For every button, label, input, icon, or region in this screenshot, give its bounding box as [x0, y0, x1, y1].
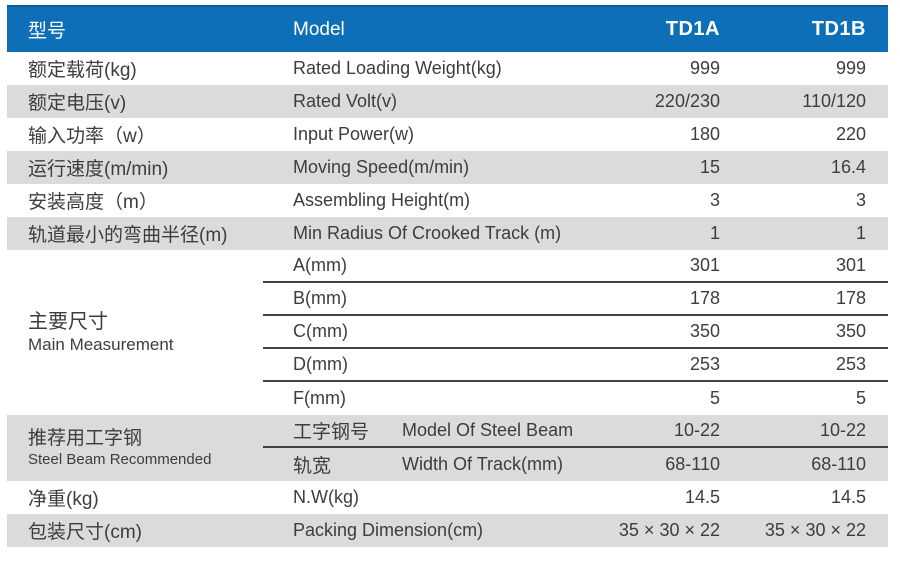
row-label-zh: 输入功率（w） [28, 126, 156, 147]
row-value-td1b: 220 [835, 124, 866, 144]
steel-beam-model-row: 工字钢号 Model Of Steel Beam 10-22 10-22 [263, 415, 888, 448]
row-value-td1a: 999 [689, 58, 720, 78]
section-label-zh: 推荐用工字钢 [28, 428, 143, 449]
steel-beam-rows: 工字钢号 Model Of Steel Beam 10-22 10-22 轨宽 … [263, 415, 888, 481]
measurement-rows: A(mm) 301 301 B(mm) 178 178 C(mm) 350 35… [263, 250, 888, 415]
label-en: Width Of Track(mm) [402, 454, 563, 474]
row-label-en: Rated Volt(v) [293, 91, 398, 111]
dimension-label: B(mm) [293, 288, 347, 308]
section-label-steel-beam: 推荐用工字钢 Steel Beam Recommended [7, 415, 263, 481]
row-value-td1b: 301 [835, 255, 866, 275]
measurement-row-a: A(mm) 301 301 [263, 250, 888, 283]
section-label-en: Steel Beam Recommended [28, 451, 212, 468]
row-value-td1a: 10-22 [673, 420, 720, 440]
header-model-td1b: TD1B [811, 18, 866, 40]
row-value-td1b: 68-110 [811, 454, 866, 474]
row-value-td1b: 178 [835, 288, 866, 308]
spec-row-packing-dimension: 包装尺寸(cm) Packing Dimension(cm) 35 × 30 ×… [7, 514, 888, 547]
row-value-td1b: 14.5 [830, 487, 866, 507]
spec-row-moving-speed: 运行速度(m/min) Moving Speed(m/min) 15 16.4 [7, 151, 888, 184]
section-label-zh: 主要尺寸 [28, 311, 108, 333]
section-label-en: Main Measurement [28, 335, 174, 354]
row-value-td1a: 1 [709, 223, 720, 243]
row-value-td1a: 301 [689, 255, 720, 275]
label-zh: 轨宽 [293, 456, 332, 477]
steel-beam-section: 推荐用工字钢 Steel Beam Recommended 工字钢号 Model… [7, 415, 888, 481]
row-value-td1b: 253 [835, 354, 866, 374]
row-label-en: Assembling Height(m) [293, 190, 471, 210]
measurement-row-b: B(mm) 178 178 [263, 283, 888, 316]
row-value-td1a: 220/230 [654, 91, 720, 111]
row-label-zh: 额定载荷(kg) [28, 60, 137, 81]
spec-row-input-power: 输入功率（w） Input Power(w) 180 220 [7, 118, 888, 151]
row-label-zh: 净重(kg) [28, 489, 99, 510]
row-value-td1a: 253 [689, 354, 720, 374]
track-width-row: 轨宽 Width Of Track(mm) 68-110 68-110 [263, 448, 888, 481]
spec-row-min-radius: 轨道最小的弯曲半径(m) Min Radius Of Crooked Track… [7, 217, 888, 250]
row-value-td1a: 5 [709, 388, 720, 408]
row-value-td1b: 1 [855, 223, 866, 243]
row-label-zh: 运行速度(m/min) [28, 159, 169, 180]
header-label-en: Model [293, 18, 345, 40]
dimension-label: F(mm) [293, 388, 346, 408]
row-value-td1b: 999 [835, 58, 866, 78]
header-label-zh: 型号 [28, 21, 67, 42]
spec-row-rated-loading-weight: 额定载荷(kg) Rated Loading Weight(kg) 999 99… [7, 52, 888, 85]
row-label-en: Rated Loading Weight(kg) [293, 58, 502, 78]
row-label-en: N.W(kg) [293, 487, 359, 507]
measurement-row-d: D(mm) 253 253 [263, 349, 888, 382]
spec-row-assembling-height: 安装高度（m） Assembling Height(m) 3 3 [7, 184, 888, 217]
spec-row-net-weight: 净重(kg) N.W(kg) 14.5 14.5 [7, 481, 888, 514]
row-value-td1a: 350 [689, 321, 720, 341]
row-label-en: Packing Dimension(cm) [293, 520, 484, 540]
row-label-en: Min Radius Of Crooked Track (m) [293, 223, 562, 243]
spec-row-rated-volt: 额定电压(v) Rated Volt(v) 220/230 110/120 [7, 85, 888, 118]
row-label-zh: 安装高度（m） [28, 192, 158, 213]
row-value-td1b: 10-22 [819, 420, 866, 440]
steel-beam-model-label: 工字钢号 Model Of Steel Beam [263, 417, 602, 444]
dimension-label: D(mm) [293, 354, 348, 374]
row-value-td1b: 110/120 [802, 91, 866, 111]
row-label-zh: 轨道最小的弯曲半径(m) [28, 225, 228, 246]
section-label-main-measurement: 主要尺寸 Main Measurement [7, 250, 263, 415]
dimension-label: A(mm) [293, 255, 347, 275]
row-value-td1b: 350 [835, 321, 866, 341]
row-value-td1a: 178 [689, 288, 720, 308]
header-model-td1a: TD1A [665, 18, 720, 40]
row-value-td1a: 15 [699, 157, 720, 177]
row-value-td1a: 14.5 [684, 487, 720, 507]
label-en: Model Of Steel Beam [402, 420, 574, 440]
row-value-td1a: 3 [709, 190, 720, 210]
row-value-td1a: 35 × 30 × 22 [618, 520, 720, 540]
row-label-en: Moving Speed(m/min) [293, 157, 470, 177]
measurement-row-c: C(mm) 350 350 [263, 316, 888, 349]
row-label-zh: 额定电压(v) [28, 93, 127, 114]
row-value-td1b: 5 [855, 388, 866, 408]
main-measurement-section: 主要尺寸 Main Measurement A(mm) 301 301 B(mm… [7, 250, 888, 415]
track-width-label: 轨宽 Width Of Track(mm) [263, 451, 602, 478]
label-zh: 工字钢号 [293, 422, 370, 443]
table-header-row: 型号 Model TD1A TD1B [7, 5, 888, 52]
dimension-label: C(mm) [293, 321, 348, 341]
row-value-td1a: 180 [689, 124, 720, 144]
measurement-row-f: F(mm) 5 5 [263, 382, 888, 415]
row-label-en: Input Power(w) [293, 124, 415, 144]
row-label-zh: 包装尺寸(cm) [28, 522, 142, 543]
row-value-td1a: 68-110 [665, 454, 720, 474]
row-value-td1b: 16.4 [830, 157, 866, 177]
row-value-td1b: 3 [855, 190, 866, 210]
row-value-td1b: 35 × 30 × 22 [764, 520, 866, 540]
product-spec-table: 型号 Model TD1A TD1B 额定载荷(kg) Rated Loadin… [7, 5, 888, 547]
